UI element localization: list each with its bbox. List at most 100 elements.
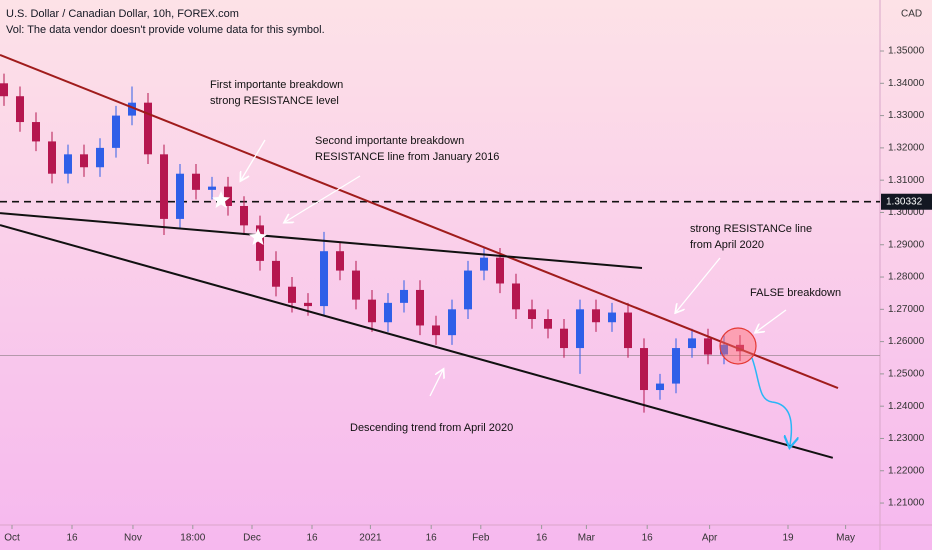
candle-body (192, 173, 200, 190)
candle-body (288, 286, 296, 303)
arrow (285, 175, 361, 222)
candle-body (208, 186, 216, 190)
candle-body (656, 383, 664, 391)
candle-body (144, 102, 152, 155)
candle-body (176, 173, 184, 219)
y-tick-label: 1.33000 (888, 110, 925, 121)
candle-body (480, 257, 488, 271)
candle-body (496, 257, 504, 284)
candle-body (544, 319, 552, 329)
candle-body (0, 83, 8, 97)
candle-body (512, 283, 520, 310)
candle-body (160, 154, 168, 219)
candle-body (16, 96, 24, 123)
drawings (241, 139, 787, 397)
candle-body (640, 348, 648, 391)
candle-body (672, 348, 680, 384)
candle-body (256, 225, 264, 261)
annotation: RESISTANCE line from January 2016 (315, 151, 499, 163)
y-tick-label: 1.34000 (888, 78, 925, 89)
y-tick-label: 1.30000 (888, 207, 925, 218)
currency: CAD (901, 9, 922, 20)
annotation: FALSE breakdown (750, 287, 841, 299)
arrow (429, 370, 443, 397)
candle-body (80, 154, 88, 168)
candle-body (352, 270, 360, 300)
highlight-circle (719, 327, 757, 365)
annotation: Descending trend from April 2020 (350, 422, 513, 434)
annotation: Second importante breakdown (315, 135, 464, 147)
candle-body (112, 115, 120, 148)
chart-title: U.S. Dollar / Canadian Dollar, 10h, FORE… (6, 8, 239, 20)
y-tick-label: 1.28000 (888, 272, 925, 283)
x-tick-label: 16 (306, 533, 318, 544)
candle-body (464, 270, 472, 310)
candle-body (576, 309, 584, 349)
candle-body (224, 186, 232, 206)
y-tick-label: 1.21000 (888, 498, 925, 509)
y-tick-label: 1.27000 (888, 304, 925, 315)
y-tick-label: 1.35000 (888, 46, 925, 57)
y-tick-label: 1.23000 (888, 433, 925, 444)
candle-body (368, 299, 376, 323)
candle-body (528, 309, 536, 320)
annotation: First importante breakdown (210, 79, 343, 91)
candle-body (704, 338, 712, 355)
candle-body (128, 102, 136, 116)
trend-line (0, 224, 834, 459)
x-tick-label: Apr (702, 533, 718, 544)
arrow (676, 257, 721, 312)
trend-line (0, 212, 643, 269)
annotation: strong RESISTANCE level (210, 95, 339, 107)
candle-body (384, 302, 392, 323)
level-label-box (881, 193, 932, 210)
candle-body (560, 328, 568, 349)
x-tick-label: Feb (472, 533, 490, 544)
plot (0, 53, 880, 459)
candle-body (448, 309, 456, 336)
annotation: from April 2020 (690, 239, 764, 251)
candle-body (320, 251, 328, 307)
y-tick-label: 1.31000 (888, 175, 925, 186)
candle-body (48, 141, 56, 174)
star (249, 228, 267, 245)
arrow (756, 309, 787, 332)
level-label: 1.30332 (886, 196, 923, 207)
candle-body (592, 309, 600, 323)
x-tick-label: 16 (536, 533, 548, 544)
candle-body (432, 325, 440, 336)
x-tick-label: 16 (426, 533, 438, 544)
x-tick-label: Dec (243, 533, 261, 544)
candle-body (336, 251, 344, 271)
projection-arrow (751, 357, 791, 445)
annotation: strong RESISTANCe line (690, 223, 812, 235)
x-tick-label: Nov (124, 533, 142, 544)
candle-body (32, 122, 40, 142)
candle-body (400, 289, 408, 303)
subtitle: Vol: The data vendor doesn't provide vol… (6, 24, 325, 36)
candle-body (720, 344, 728, 355)
star (212, 191, 230, 208)
x-tick-label: 2021 (359, 533, 382, 544)
x-tick-label: 19 (782, 533, 794, 544)
candle-body (688, 338, 696, 349)
x-tick-label: Oct (4, 533, 20, 544)
y-tick-label: 1.25000 (888, 369, 925, 380)
x-tick-label: Mar (578, 533, 596, 544)
trend-line (0, 53, 839, 390)
candle-body (304, 302, 312, 307)
y-tick-label: 1.22000 (888, 465, 925, 476)
x-tick-label: 16 (66, 533, 78, 544)
candle-body (240, 205, 248, 226)
x-tick-label: May (836, 533, 855, 544)
y-tick-label: 1.26000 (888, 336, 925, 347)
x-tick-label: 16 (642, 533, 654, 544)
candle-body (64, 154, 72, 174)
candle-body (96, 147, 104, 168)
candle-body (608, 312, 616, 323)
y-tick-label: 1.32000 (888, 143, 925, 154)
candle-body (272, 260, 280, 287)
y-tick-label: 1.24000 (888, 401, 925, 412)
arrow (241, 139, 266, 180)
